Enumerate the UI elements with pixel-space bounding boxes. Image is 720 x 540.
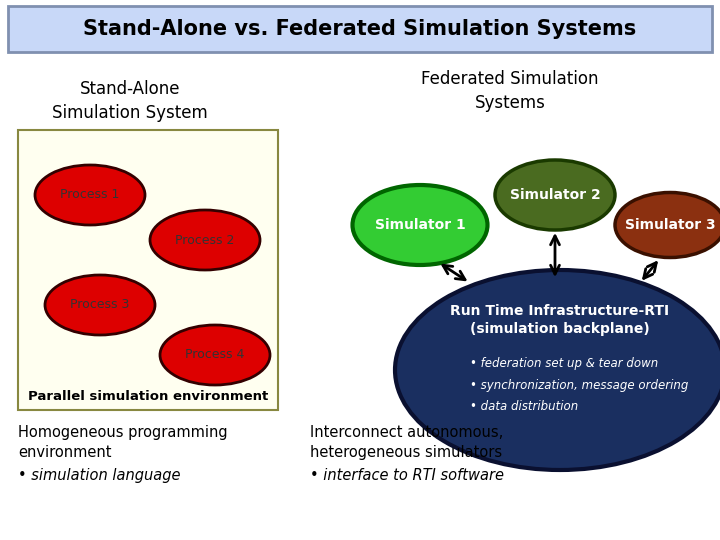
Text: Stand-Alone
Simulation System: Stand-Alone Simulation System (52, 80, 208, 122)
Text: Parallel simulation environment: Parallel simulation environment (28, 389, 268, 402)
Ellipse shape (395, 270, 720, 470)
Ellipse shape (160, 325, 270, 385)
Ellipse shape (45, 275, 155, 335)
Text: Stand-Alone vs. Federated Simulation Systems: Stand-Alone vs. Federated Simulation Sys… (84, 19, 636, 39)
Ellipse shape (353, 185, 487, 265)
Text: • synchronization, message ordering: • synchronization, message ordering (470, 379, 688, 392)
Text: Process 2: Process 2 (175, 233, 235, 246)
Text: Process 4: Process 4 (185, 348, 245, 361)
FancyBboxPatch shape (8, 6, 712, 52)
Text: Simulator 2: Simulator 2 (510, 188, 600, 202)
Text: Simulator 1: Simulator 1 (374, 218, 465, 232)
Ellipse shape (150, 210, 260, 270)
Ellipse shape (615, 192, 720, 258)
Text: • simulation language: • simulation language (18, 468, 181, 483)
Text: Process 3: Process 3 (71, 299, 130, 312)
Ellipse shape (495, 160, 615, 230)
Text: Process 1: Process 1 (60, 188, 120, 201)
Text: • interface to RTI software: • interface to RTI software (310, 468, 504, 483)
Ellipse shape (35, 165, 145, 225)
Text: Interconnect autonomous,
heterogeneous simulators: Interconnect autonomous, heterogeneous s… (310, 425, 503, 460)
FancyBboxPatch shape (18, 130, 278, 410)
Text: Federated Simulation
Systems: Federated Simulation Systems (421, 70, 599, 112)
Text: Run Time Infrastructure-RTI
(simulation backplane): Run Time Infrastructure-RTI (simulation … (451, 304, 670, 336)
Text: • federation set up & tear down: • federation set up & tear down (470, 356, 658, 369)
Text: Homogeneous programming
environment: Homogeneous programming environment (18, 425, 228, 460)
Text: • data distribution: • data distribution (470, 401, 578, 414)
Text: Simulator 3: Simulator 3 (625, 218, 715, 232)
